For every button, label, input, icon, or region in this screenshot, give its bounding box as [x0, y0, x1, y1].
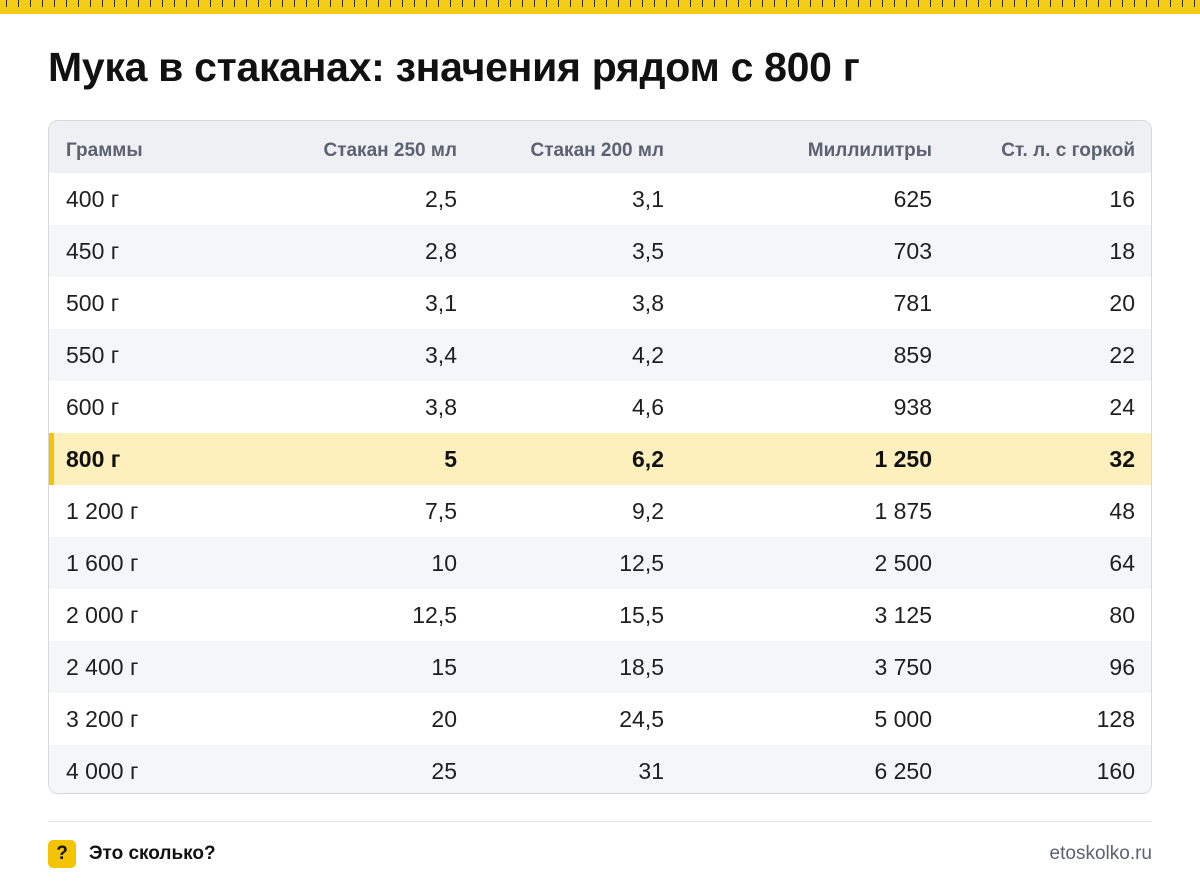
cell-cup-200: 31 [638, 757, 664, 784]
cell-grams: 2 000 г [66, 601, 139, 628]
cell-ml: 3 750 [874, 653, 932, 680]
cell-grams: 800 г [49, 433, 244, 485]
cell-cup-250: 3,1 [425, 289, 457, 316]
brand-name: Это сколько? [89, 843, 216, 864]
cell-ml: 1 250 [874, 445, 932, 472]
table-row: 600 г 3,8 4,6 938 24 [49, 381, 1151, 433]
table-row-highlighted: 800 г 5 6,2 1 250 32 [49, 433, 1151, 485]
cell-tablespoons: 80 [1109, 601, 1135, 628]
column-header-cup-250: Стакан 250 мл [323, 140, 457, 161]
cell-cup-250: 12,5 [412, 601, 457, 628]
cell-ml: 781 [893, 289, 932, 316]
conversion-table: Граммы Стакан 250 мл Стакан 200 мл Милли… [48, 120, 1152, 794]
column-header-grams: Граммы [66, 140, 143, 161]
column-header-ml: Миллилитры [807, 140, 932, 161]
cell-tablespoons: 64 [1109, 549, 1135, 576]
cell-tablespoons: 48 [1109, 497, 1135, 524]
cell-grams: 3 200 г [66, 705, 139, 732]
cell-cup-200: 9,2 [632, 497, 664, 524]
cell-cup-250: 15 [431, 653, 457, 680]
table-row: 3 200 г 20 24,5 5 000 128 [49, 693, 1151, 745]
cell-cup-250: 25 [431, 757, 457, 784]
cell-cup-200: 24,5 [619, 705, 664, 732]
column-header-cup-200: Стакан 200 мл [530, 140, 664, 161]
column-header-tablespoons: Ст. л. с горкой [1001, 140, 1135, 161]
table-row: 400 г 2,5 3,1 625 16 [49, 173, 1151, 225]
cell-cup-250: 2,8 [425, 237, 457, 264]
cell-grams: 1 600 г [66, 549, 139, 576]
cell-cup-200: 4,2 [632, 341, 664, 368]
cell-cup-200: 15,5 [619, 601, 664, 628]
cell-grams: 500 г [66, 289, 120, 316]
page-title: Мука в стаканах: значения рядом с 800 г [48, 44, 860, 90]
table-row: 2 000 г 12,5 15,5 3 125 80 [49, 589, 1151, 641]
cell-cup-200: 3,5 [632, 237, 664, 264]
cell-ml: 703 [893, 237, 932, 264]
cell-grams: 4 000 г [66, 757, 139, 784]
cell-cup-250: 20 [431, 705, 457, 732]
cell-cup-250: 3,8 [425, 393, 457, 420]
cell-cup-200: 3,8 [632, 289, 664, 316]
table-row: 500 г 3,1 3,8 781 20 [49, 277, 1151, 329]
cell-ml: 2 500 [874, 549, 932, 576]
cell-cup-250: 3,4 [425, 341, 457, 368]
cell-ml: 625 [893, 185, 932, 212]
cell-cup-250: 7,5 [425, 497, 457, 524]
cell-grams: 600 г [66, 393, 120, 420]
cell-ml: 938 [893, 393, 932, 420]
cell-tablespoons: 20 [1109, 289, 1135, 316]
table-row: 550 г 3,4 4,2 859 22 [49, 329, 1151, 381]
table-row: 1 200 г 7,5 9,2 1 875 48 [49, 485, 1151, 537]
cell-ml: 6 250 [874, 757, 932, 784]
table-header-row: Граммы Стакан 250 мл Стакан 200 мл Милли… [49, 121, 1151, 173]
cell-ml: 1 875 [874, 497, 932, 524]
cell-grams: 2 400 г [66, 653, 139, 680]
table-row: 2 400 г 15 18,5 3 750 96 [49, 641, 1151, 693]
cell-tablespoons: 24 [1109, 393, 1135, 420]
cell-tablespoons: 16 [1109, 185, 1135, 212]
cell-cup-200: 6,2 [632, 445, 664, 472]
cell-tablespoons: 96 [1109, 653, 1135, 680]
cell-tablespoons: 32 [1109, 445, 1135, 472]
table-row: 1 600 г 10 12,5 2 500 64 [49, 537, 1151, 589]
site-link[interactable]: etoskolko.ru [1049, 843, 1152, 864]
question-mark-icon: ? [48, 840, 76, 868]
table-row: 450 г 2,8 3,5 703 18 [49, 225, 1151, 277]
cell-cup-250: 2,5 [425, 185, 457, 212]
cell-cup-250: 10 [431, 549, 457, 576]
ruler-decoration [0, 0, 1200, 14]
cell-grams: 400 г [66, 185, 120, 212]
cell-tablespoons: 18 [1109, 237, 1135, 264]
footer-divider [48, 821, 1152, 822]
table-row: 4 000 г 25 31 6 250 160 [49, 745, 1151, 793]
cell-tablespoons: 22 [1109, 341, 1135, 368]
cell-grams: 1 200 г [66, 497, 139, 524]
cell-cup-250: 5 [444, 445, 457, 472]
cell-tablespoons: 160 [1096, 757, 1135, 784]
cell-grams: 550 г [66, 341, 120, 368]
cell-ml: 3 125 [874, 601, 932, 628]
cell-grams: 450 г [66, 237, 120, 264]
cell-cup-200: 12,5 [619, 549, 664, 576]
cell-cup-200: 4,6 [632, 393, 664, 420]
cell-cup-200: 18,5 [619, 653, 664, 680]
cell-tablespoons: 128 [1096, 705, 1135, 732]
cell-ml: 859 [893, 341, 932, 368]
cell-cup-200: 3,1 [632, 185, 664, 212]
cell-ml: 5 000 [874, 705, 932, 732]
